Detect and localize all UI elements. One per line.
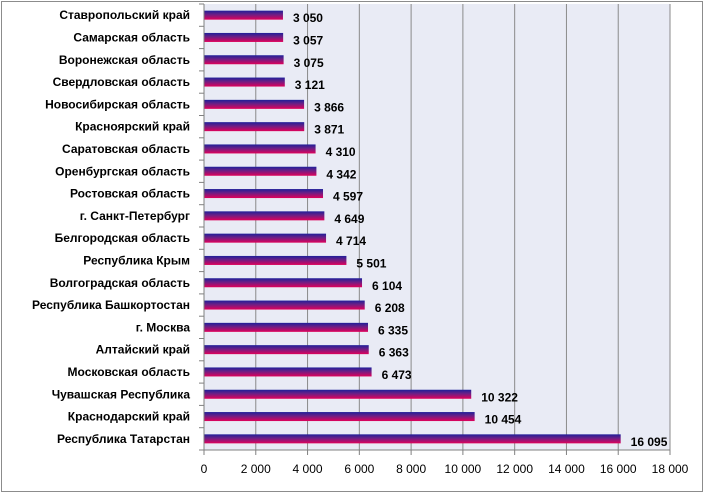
category-label: Оренбургская область [55,164,190,178]
bar [204,345,369,355]
category-label: Волгоградская область [50,276,190,290]
value-label: 10 454 [485,413,522,427]
value-label: 6 473 [382,368,412,382]
value-label: 6 335 [378,323,408,337]
bar [204,55,284,65]
x-tick-label: 18 000 [652,462,689,476]
category-label: Чувашская Республика [52,387,191,401]
plot-area [204,4,670,450]
category-label: Краснодарский край [68,410,190,424]
category-label: Ростовская область [70,187,190,201]
category-label: Самарская область [73,30,190,44]
value-label: 6 208 [375,301,405,315]
x-tick-labels: 0 2 000 4 000 6 000 8 000 10 000 12 000 14 000 1… [201,462,689,476]
bar [204,32,284,42]
x-tick-label: 10 000 [445,462,482,476]
value-label: 4 649 [334,212,364,226]
bar [204,389,472,399]
category-label: Новосибирская область [45,97,190,111]
value-label: 3 121 [295,78,325,92]
category-label: Республика Татарстан [57,432,190,446]
bar [204,412,475,422]
bars [204,10,621,444]
category-label: Ставропольский край [59,8,190,22]
x-tick-label: 14 000 [548,462,585,476]
value-label: 6 104 [372,279,402,293]
value-label: 4 714 [336,234,366,248]
x-tick-label: 12 000 [496,462,533,476]
bar [204,233,327,243]
bar [204,367,372,377]
category-label: Красноярский край [75,120,190,134]
x-tick-label: 2 000 [241,462,271,476]
category-label: Белгородская область [55,231,190,245]
value-label: 10 322 [481,390,518,404]
bar [204,255,347,265]
value-label: 6 363 [379,346,409,360]
bar [204,211,325,221]
value-label: 4 342 [326,167,356,181]
value-label: 4 310 [326,145,356,159]
value-labels: 3 050 3 057 3 075 3 121 3 866 3 871 4 310 4 342… [293,11,668,449]
category-label: Московская область [68,365,190,379]
value-label: 3 075 [294,56,324,70]
category-label: Алтайский край [96,343,190,357]
value-label: 3 866 [314,100,344,114]
category-label: Республика Крым [83,253,190,267]
bar [204,77,285,87]
bar [204,322,369,332]
category-label: г. Москва [136,320,191,334]
bar [204,99,305,109]
value-label: 16 095 [631,435,668,449]
bar [204,278,363,288]
value-label: 3 057 [293,33,323,47]
category-label: Свердловская область [53,75,190,89]
category-label: г. Санкт-Петербург [80,209,190,223]
category-label: Республика Башкортостан [32,298,190,312]
axes [199,3,671,455]
x-tick-label: 0 [201,462,208,476]
bar [204,300,365,310]
bar [204,122,305,132]
category-label: Саратовская область [62,142,190,156]
value-label: 5 501 [356,256,386,270]
value-label: 3 871 [314,123,344,137]
value-label: 4 597 [333,190,363,204]
bar [204,10,283,20]
value-label: 3 050 [293,11,323,25]
bar [204,434,621,444]
category-label: Воронежская область [59,53,190,67]
x-tick-label: 8 000 [396,462,426,476]
bar [204,144,316,154]
category-labels: Ставропольский край Самарская область Воро… [32,8,190,446]
x-tick-label: 4 000 [293,462,323,476]
x-tick-label: 16 000 [600,462,637,476]
bar [204,189,324,199]
x-tick-label: 6 000 [344,462,374,476]
bar [204,166,317,176]
